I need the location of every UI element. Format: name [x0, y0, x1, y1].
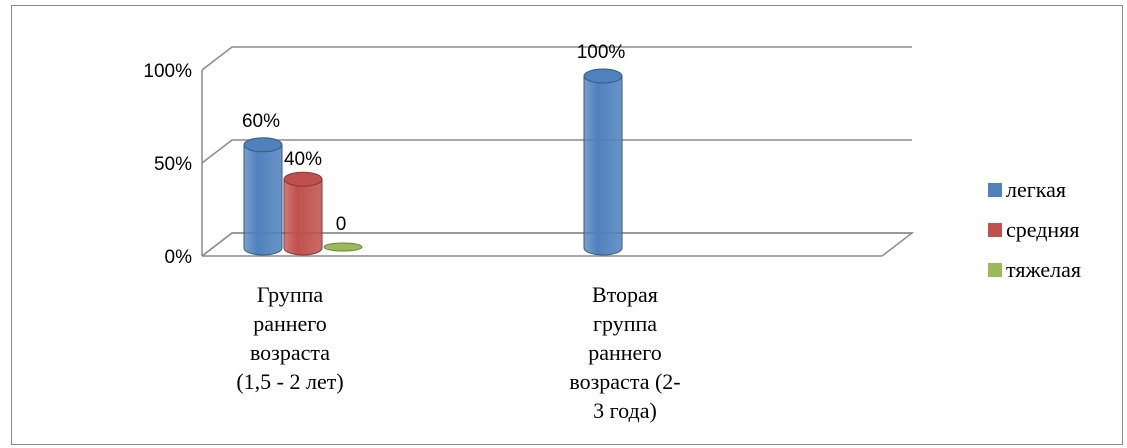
category-label-2: Вторая группа раннего возраста (2- 3 год… — [530, 280, 720, 425]
bar-body — [283, 178, 323, 256]
bar — [243, 137, 283, 256]
data-label: 0 — [336, 214, 347, 235]
category-label-2-line: раннего — [588, 340, 662, 365]
data-labels: 60%40% 0 100% — [242, 42, 625, 235]
bar-top — [283, 171, 323, 187]
chart-frame — [11, 5, 1123, 445]
category-label-1-line: Группа — [256, 282, 324, 307]
data-label: 60% — [242, 111, 280, 132]
category-label-2-line: Вторая — [592, 282, 658, 307]
y-tick-label: 0% — [165, 247, 193, 268]
bar-top — [243, 137, 283, 153]
legend-label: средняя — [1006, 217, 1080, 242]
category-label-1-line: (1,5 - 2 лет) — [236, 369, 344, 394]
legend-item-light: легкая — [988, 170, 1081, 210]
bar-flat — [323, 242, 363, 252]
y-tick-label: 50% — [154, 154, 192, 175]
chart-floor-back — [201, 232, 915, 257]
legend-swatch-medium — [988, 223, 1002, 237]
bars — [243, 68, 623, 256]
category-label-1-line: раннего — [253, 311, 327, 336]
data-label: 40% — [284, 149, 322, 170]
legend-label: легкая — [1006, 177, 1067, 202]
legend-item-severe: тяжелая — [988, 250, 1081, 290]
bar — [283, 171, 323, 256]
y-tick-label: 100% — [143, 61, 192, 82]
category-label-1-line: возраста — [249, 340, 331, 365]
category-label-2-line: 3 года) — [593, 398, 657, 423]
gridline — [201, 139, 912, 164]
bar-body — [243, 144, 283, 256]
legend-item-medium: средняя — [988, 210, 1081, 250]
gridline — [201, 46, 912, 71]
chart-grid — [201, 46, 915, 257]
data-label: 100% — [577, 42, 626, 63]
legend-swatch-light — [988, 183, 1002, 197]
legend: легкая средняя тяжелая — [988, 170, 1081, 290]
bar — [583, 68, 623, 256]
bar — [323, 242, 363, 252]
legend-swatch-severe — [988, 263, 1002, 277]
bar-top — [583, 68, 623, 84]
category-label-2-line: возраста (2- — [569, 369, 681, 394]
category-label-2-line: группа — [592, 311, 658, 336]
category-label-1: Группа раннего возраста (1,5 - 2 лет) — [195, 280, 385, 396]
bar-body — [583, 75, 623, 256]
legend-label: тяжелая — [1006, 257, 1081, 282]
y-axis-ticks: 0% 50% 100% — [143, 61, 192, 268]
